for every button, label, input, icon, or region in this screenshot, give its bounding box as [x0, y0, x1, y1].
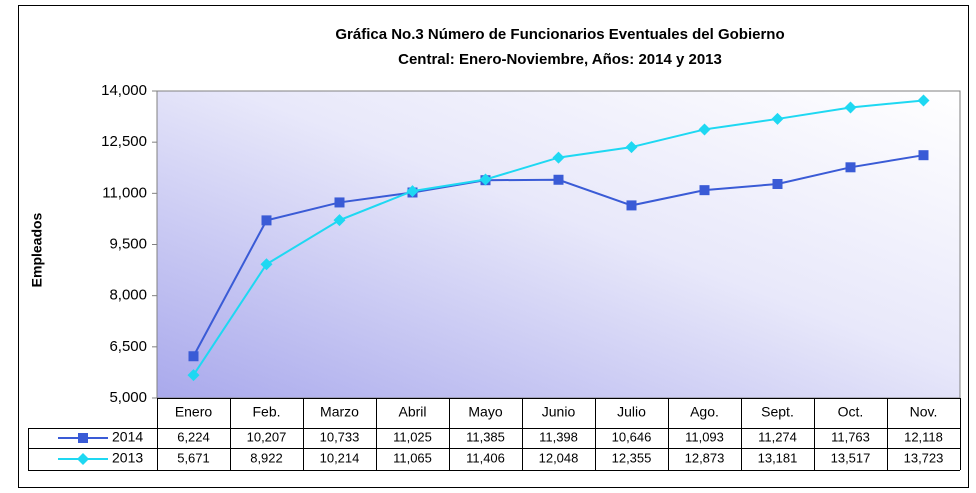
x-tick-label: Nov.: [910, 404, 938, 420]
x-tick-label: Junio: [542, 404, 576, 420]
table-value: 11,274: [758, 429, 797, 444]
y-tick-label: 14,000: [101, 82, 147, 99]
table-value: 8,922: [250, 450, 283, 465]
table-value: 10,646: [612, 429, 652, 444]
table-value: 5,671: [177, 450, 210, 465]
x-tick-label: Oct.: [838, 404, 864, 420]
legend-label: 2013: [112, 450, 143, 466]
table-value: 11,093: [685, 429, 724, 444]
data-point: [699, 185, 710, 196]
table-value: 11,065: [393, 450, 432, 465]
plot-area: [156, 90, 961, 399]
table-value: 11,398: [539, 429, 578, 444]
table-value: 10,733: [320, 429, 360, 444]
table-value: 13,517: [831, 450, 871, 465]
data-point: [261, 215, 272, 226]
y-axis-label: Empleados: [29, 212, 45, 287]
x-tick-label: Marzo: [320, 404, 359, 420]
data-point: [334, 197, 345, 208]
data-point: [333, 214, 346, 227]
data-point: [552, 151, 565, 164]
table-value: 10,207: [247, 429, 287, 444]
x-tick-label: Julio: [617, 404, 646, 420]
y-tick-label: 9,500: [109, 235, 147, 252]
table-value: 11,025: [393, 429, 432, 444]
table-value: 11,763: [831, 429, 870, 444]
table-value: 10,214: [320, 450, 360, 465]
chart-title: Central: Enero-Noviembre, Años: 2014 y 2…: [398, 51, 722, 68]
table-value: 12,355: [612, 450, 652, 465]
y-tick-label: 11,000: [102, 184, 147, 201]
x-tick-label: Feb.: [252, 404, 280, 420]
legend-marker: [77, 453, 89, 465]
chart-title: Gráfica No.3 Número de Funcionarios Even…: [335, 26, 784, 43]
table-value: 12,118: [904, 429, 943, 444]
data-point: [188, 351, 199, 362]
legend-marker: [78, 433, 88, 443]
table-value: 12,873: [685, 450, 725, 465]
y-tick-label: 8,000: [109, 287, 147, 304]
data-point: [553, 174, 564, 185]
y-tick-label: 6,500: [109, 338, 147, 355]
data-point: [260, 258, 273, 271]
legend-label: 2014: [112, 429, 143, 445]
data-point: [771, 112, 784, 125]
x-tick-label: Sept.: [761, 404, 794, 420]
y-tick-label: 12,500: [101, 133, 147, 150]
x-tick-label: Abril: [398, 404, 426, 420]
data-point: [772, 178, 783, 189]
x-tick-label: Enero: [175, 404, 213, 420]
data-point: [187, 369, 200, 382]
table-value: 12,048: [539, 450, 579, 465]
x-tick-label: Ago.: [690, 404, 719, 420]
x-tick-label: Mayo: [468, 404, 502, 420]
table-value: 13,723: [904, 450, 944, 465]
data-point: [844, 101, 857, 114]
table-value: 6,224: [177, 429, 210, 444]
data-point: [917, 94, 930, 107]
data-point: [626, 200, 637, 211]
data-point: [479, 173, 492, 186]
data-point: [406, 185, 419, 198]
table-value: 11,385: [466, 429, 505, 444]
data-point: [845, 162, 856, 173]
data-point: [918, 150, 929, 161]
y-tick-label: 5,000: [109, 389, 147, 406]
table-value: 11,406: [466, 450, 505, 465]
data-point: [698, 123, 711, 136]
data-point: [625, 141, 638, 154]
table-value: 13,181: [758, 450, 798, 465]
